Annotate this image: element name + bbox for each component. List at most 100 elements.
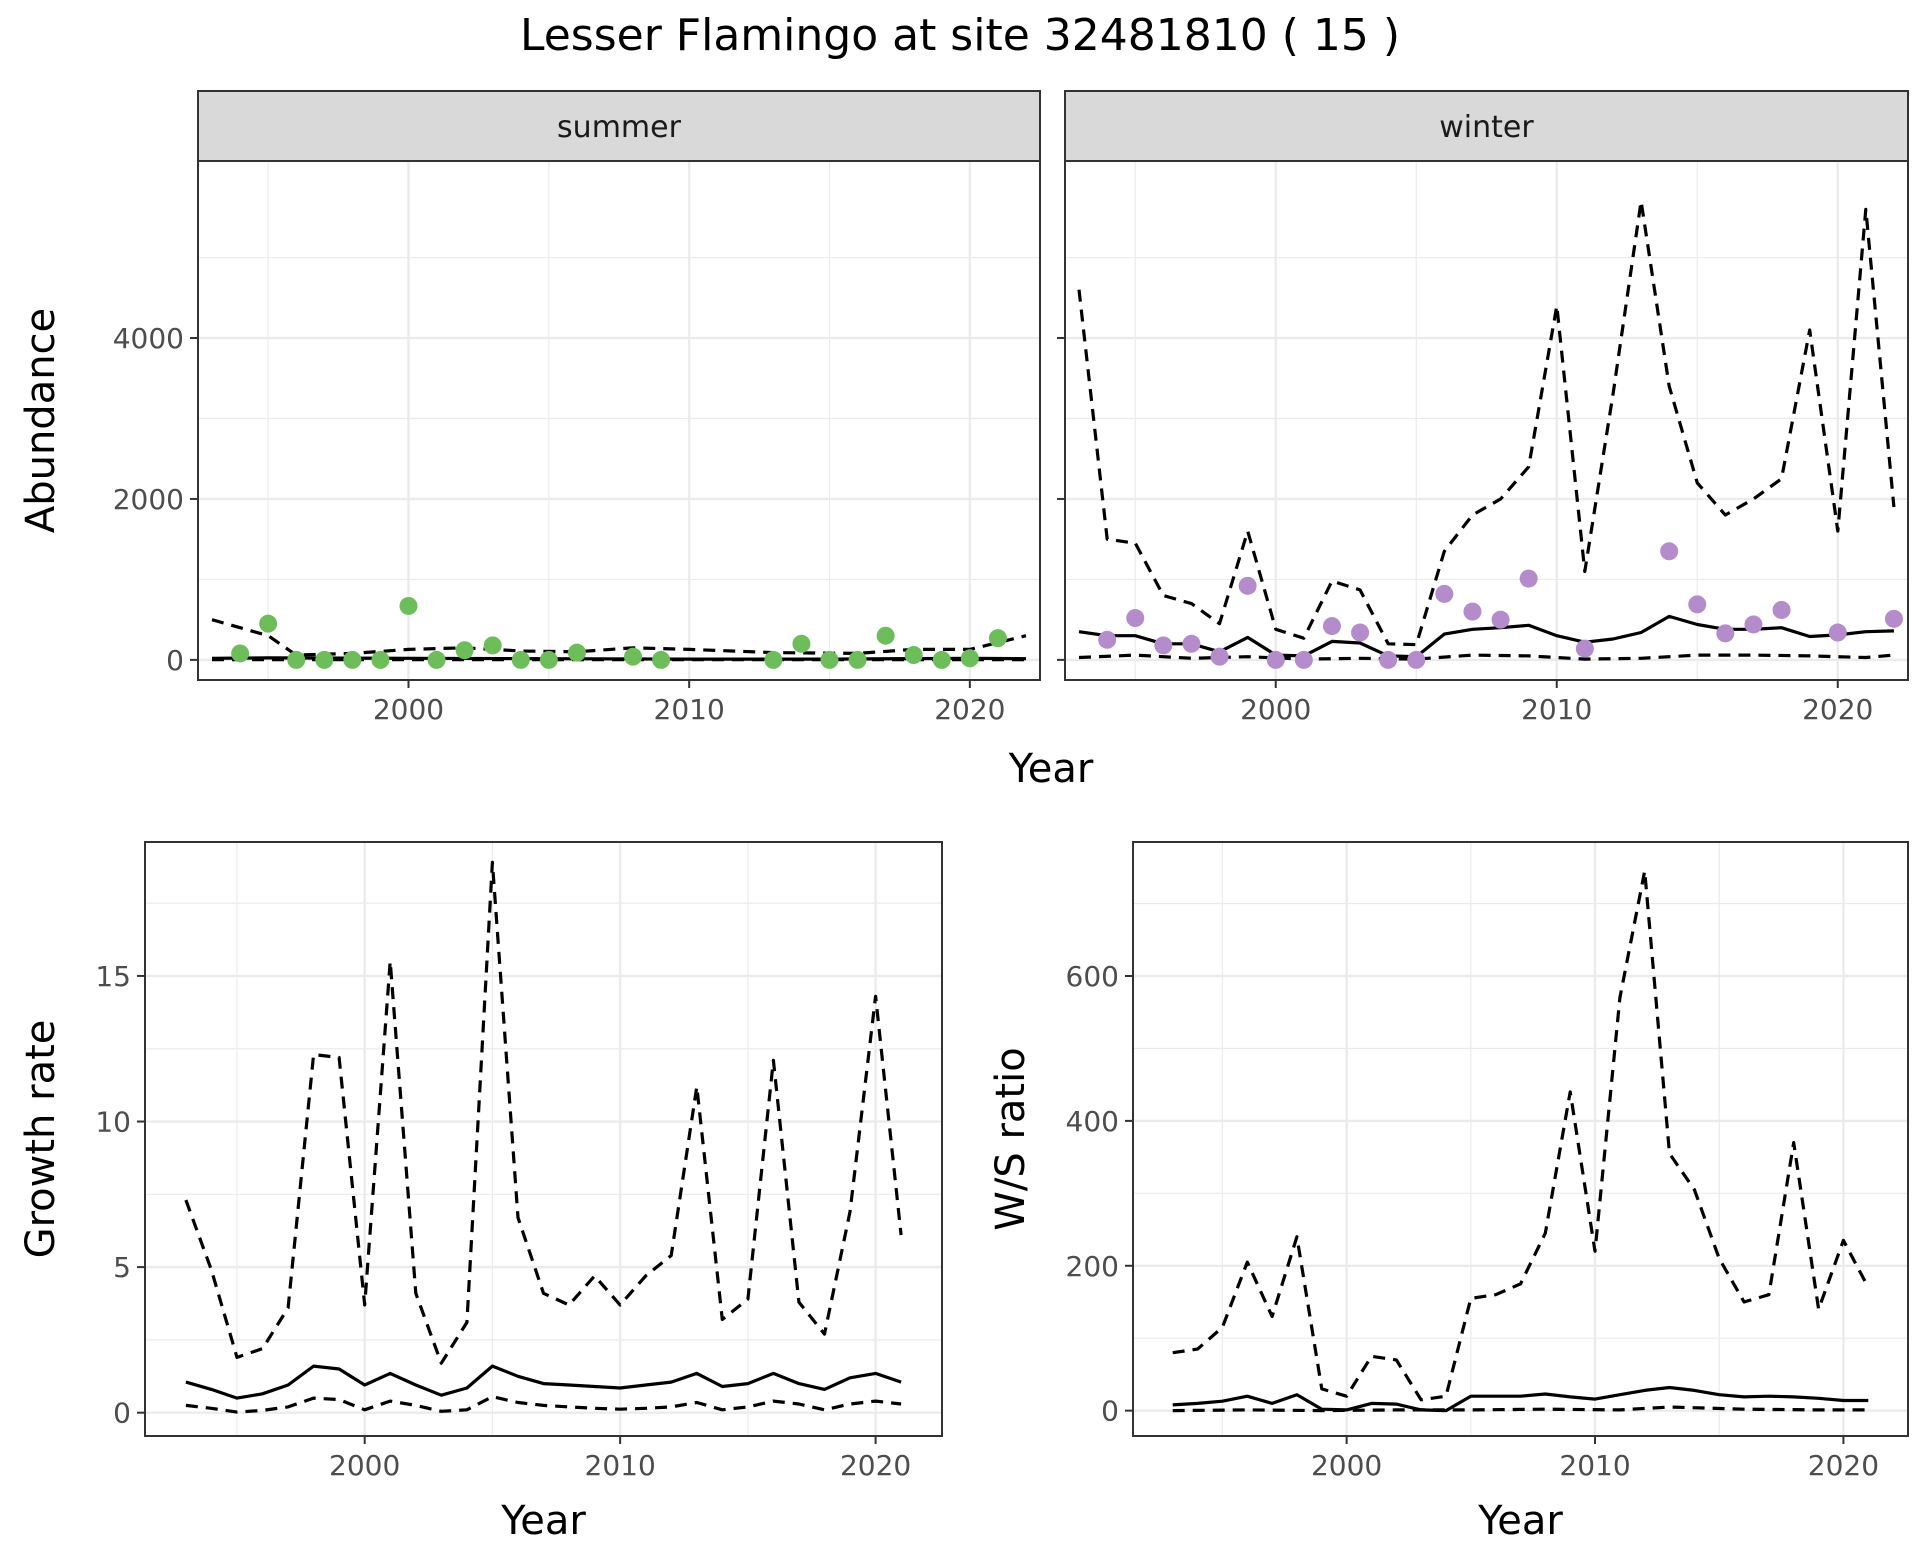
panel-ratio: 2000 2010 2020 0 200 400 600 W/S ratio Year (988, 841, 1909, 1544)
median-line-1 (185, 1364, 902, 1400)
facet-strip (197, 90, 1041, 162)
x-tick-label: 2000 (373, 693, 444, 726)
observation-point (1351, 623, 1370, 642)
observation-point (455, 641, 474, 660)
observation-point (1463, 602, 1482, 621)
observation-point (1379, 650, 1398, 669)
observation-point (876, 626, 895, 645)
observation-point (287, 650, 306, 669)
observation-point (1660, 542, 1679, 561)
x-tick-label: 2010 (1559, 1449, 1630, 1482)
observation-point (1744, 615, 1763, 634)
y-tick-label: 0 (166, 644, 184, 677)
observation-point (427, 650, 446, 669)
y-tick-label: 4000 (113, 322, 184, 355)
y-axis-title: Abundance (18, 308, 64, 533)
observation-point (371, 650, 390, 669)
x-tick-label: 2010 (654, 693, 725, 726)
observation-point (1294, 650, 1313, 669)
observation-point (1154, 636, 1173, 655)
observation-point (960, 649, 979, 668)
observation-point (1884, 609, 1903, 628)
observation-point (932, 650, 951, 669)
y-tick-label: 400 (1066, 1105, 1119, 1138)
observation-point (399, 596, 418, 615)
observation-point (1435, 584, 1454, 603)
dashed-bound-line-2 (1172, 1405, 1869, 1413)
observation-point (792, 634, 811, 653)
panel-summer: summer 2000 2010 2020 0 2000 4000 Abundance (18, 90, 1041, 726)
observation-point (1238, 576, 1257, 595)
y-tick-label: 10 (95, 1106, 131, 1139)
y-tick-label: 15 (95, 960, 131, 993)
observation-point (1182, 634, 1201, 653)
observation-point (315, 650, 334, 669)
observation-point (624, 647, 643, 666)
facet-strip (1064, 90, 1909, 162)
panel-background (145, 842, 942, 1436)
observation-point (231, 644, 250, 663)
observation-point (904, 646, 923, 665)
observation-point (1098, 630, 1117, 649)
observation-point (848, 650, 867, 669)
y-tick-label: 0 (113, 1397, 131, 1430)
observation-point (1716, 624, 1735, 643)
y-tick-label: 0 (1101, 1395, 1119, 1428)
x-tick-label: 2010 (585, 1449, 656, 1482)
observation-point (1772, 600, 1791, 619)
observation-point (1828, 623, 1847, 642)
x-tick-label: 2010 (1521, 693, 1592, 726)
median-line-1 (1172, 1385, 1869, 1413)
observation-point (1126, 609, 1145, 628)
dashed-bound-line-0 (184, 860, 903, 1365)
panel-background (198, 161, 1040, 680)
figure-title: Lesser Flamingo at site 32481810 ( 15 ) (520, 10, 1400, 61)
x-axis-title: Year (1477, 1498, 1563, 1544)
x-tick-label: 2000 (329, 1449, 400, 1482)
observation-point (539, 650, 558, 669)
shared-x-axis-title: Year (1008, 746, 1094, 792)
observation-point (1519, 569, 1538, 588)
observation-point (567, 643, 586, 662)
y-axis-title: W/S ratio (988, 1047, 1034, 1230)
panel-background (1133, 842, 1908, 1436)
facet-strip-label: summer (557, 110, 682, 145)
x-tick-label: 2000 (1240, 693, 1311, 726)
x-tick-label: 2020 (1808, 1449, 1879, 1482)
observation-point (483, 636, 502, 655)
dashed-bound-line-2 (185, 1395, 902, 1414)
observation-point (343, 650, 362, 669)
observation-point (511, 650, 530, 669)
observation-point (1210, 647, 1229, 666)
observation-point (988, 629, 1007, 648)
observation-point (1491, 610, 1510, 629)
observation-point (1407, 650, 1426, 669)
observation-point (1266, 650, 1285, 669)
panel-growth: 2000 2010 2020 0 5 10 15 Growth rate Year (18, 841, 943, 1544)
observation-point (652, 650, 671, 669)
x-tick-label: 2020 (840, 1449, 911, 1482)
observation-point (1575, 639, 1594, 658)
observation-point (1322, 617, 1341, 636)
dashed-bound-line-0 (1172, 869, 1870, 1402)
dashed-bound-line-0 (1077, 199, 1896, 647)
observation-point (764, 650, 783, 669)
panel-border (1132, 841, 1909, 1437)
x-tick-label: 2000 (1311, 1449, 1382, 1482)
y-axis-title: Growth rate (18, 1020, 64, 1259)
y-tick-label: 2000 (113, 483, 184, 516)
x-tick-label: 2020 (1802, 693, 1873, 726)
observation-point (1688, 595, 1707, 614)
dashed-bound-line-0 (211, 618, 1027, 657)
observation-point (259, 614, 278, 633)
panel-background (1065, 161, 1908, 680)
panel-border (144, 841, 943, 1437)
y-tick-label: 600 (1066, 960, 1119, 993)
panel-winter: winter 2000 2010 2020 (1057, 90, 1909, 726)
y-tick-label: 5 (113, 1251, 131, 1284)
facet-strip-label: winter (1439, 110, 1534, 145)
x-axis-title: Year (500, 1498, 586, 1544)
observation-point (820, 650, 839, 669)
